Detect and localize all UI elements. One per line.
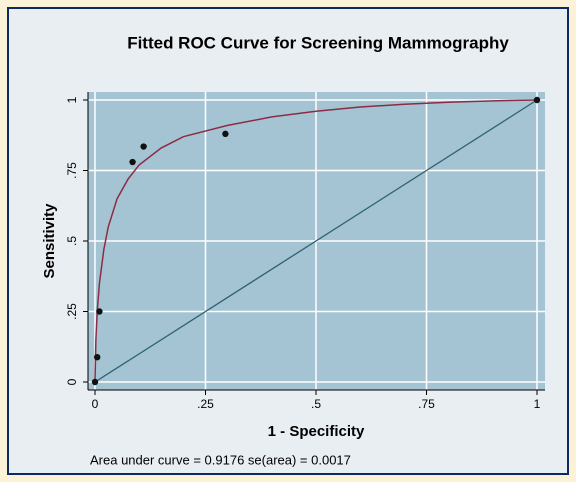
point [94,353,101,361]
y-tick-label: .5 [65,236,79,246]
point [129,158,136,166]
x-tick-label: .5 [311,397,321,411]
y-tick-label: .25 [65,303,79,320]
x-axis-title: 1 - Specificity [268,423,365,440]
x-tick-label: 1 [534,397,541,411]
y-axis-title: Sensitivity [41,203,58,279]
x-tick-label: .75 [418,397,435,411]
annotation: Area under curve = 0.9176 se(area) = 0.0… [90,452,351,467]
y-tick-label: 0 [65,378,79,385]
point [533,96,541,104]
x-tick-label: 0 [92,397,99,411]
fitted-curve [94,99,538,383]
point [222,130,229,138]
reference-line [94,99,538,383]
point [91,378,99,386]
point [140,143,147,150]
y-tick-label: 1 [65,96,79,103]
point [96,308,103,315]
y-tick-label: .75 [65,162,79,179]
chart-title: Fitted ROC Curve for Screening Mammograp… [127,33,509,52]
x-tick-label: .25 [197,397,214,411]
